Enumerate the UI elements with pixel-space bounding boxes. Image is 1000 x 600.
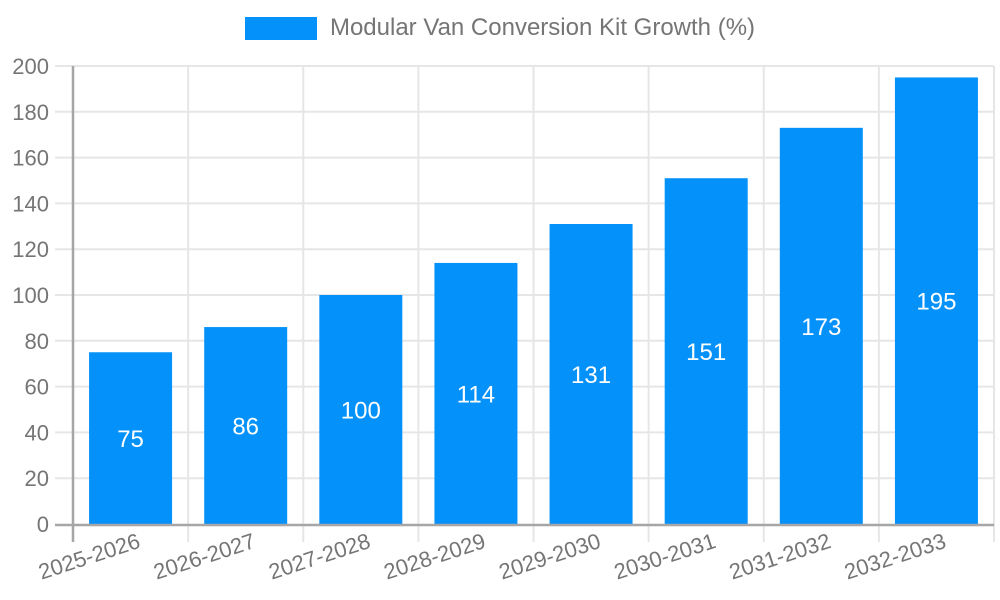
x-tick-label: 2025-2026 [35, 528, 143, 584]
bar-value-labels: 75 86 100 114 131 151 173 195 [117, 289, 956, 453]
bar-2027-2028[interactable] [319, 295, 403, 524]
bar-value-label: 100 [341, 398, 381, 425]
bar-2030-2031[interactable] [664, 178, 748, 524]
bar-value-label: 86 [232, 414, 259, 441]
y-axis-tick-labels: 0 20 40 60 80 100 120 140 160 180 200 [12, 54, 49, 537]
y-tick-label: 60 [25, 375, 49, 400]
bar-value-label: 114 [457, 381, 495, 408]
y-tick-label: 100 [12, 283, 49, 308]
x-tick-label: 2030-2031 [611, 528, 719, 584]
bar-2026-2027[interactable] [204, 327, 288, 524]
y-tick-label: 140 [12, 191, 49, 216]
x-tick-label: 2027-2028 [266, 528, 374, 584]
bar-value-label: 195 [916, 289, 956, 316]
bar-2032-2033[interactable] [894, 77, 978, 524]
bar-value-label: 173 [801, 314, 841, 341]
y-tick-label: 0 [37, 512, 49, 537]
bar-value-label: 151 [686, 339, 726, 366]
x-tick-label: 2029-2030 [496, 528, 604, 584]
y-tick-label: 20 [25, 466, 49, 491]
legend-swatch-icon [244, 16, 317, 40]
legend-item[interactable]: Modular Van Conversion Kit Growth (%) [244, 14, 756, 42]
bar-value-label: 131 [571, 362, 611, 389]
bar-value-label: 75 [117, 426, 144, 453]
bar-2029-2030[interactable] [549, 224, 633, 524]
bar-2028-2029[interactable] [434, 262, 518, 524]
x-axis-tick-labels: 2025-2026 2026-2027 2027-2028 2028-2029 2029… [35, 528, 949, 584]
x-tick-label: 2032-2033 [841, 528, 949, 584]
y-tick-label: 200 [12, 54, 49, 79]
y-tick-label: 80 [25, 329, 49, 354]
bar-2025-2026[interactable] [89, 352, 173, 524]
x-tick-label: 2028-2029 [381, 528, 489, 584]
bar-2031-2032[interactable] [779, 127, 863, 524]
chart-legend: Modular Van Conversion Kit Growth (%) [0, 0, 1000, 56]
y-tick-label: 160 [12, 146, 49, 171]
y-tick-label: 120 [12, 237, 49, 262]
x-tick-label: 2031-2032 [726, 528, 834, 584]
y-tick-label: 180 [12, 100, 49, 125]
bars [89, 77, 978, 524]
y-tick-label: 40 [25, 420, 49, 445]
x-tick-label: 2026-2027 [150, 528, 258, 584]
legend-label: Modular Van Conversion Kit Growth (%) [329, 14, 756, 41]
